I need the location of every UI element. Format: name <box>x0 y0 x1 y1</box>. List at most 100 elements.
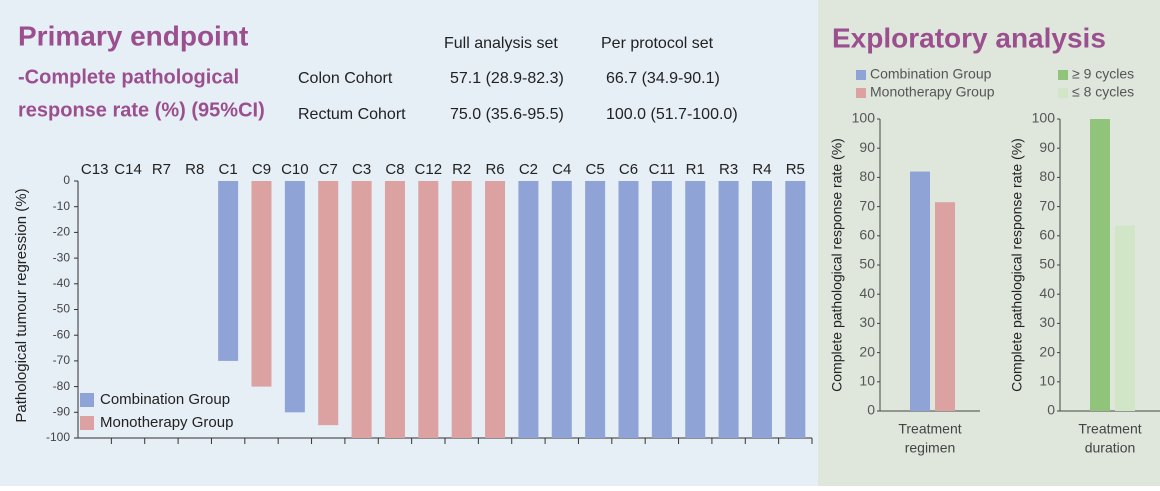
legend-label: Combination Group <box>100 391 230 408</box>
x-tick-label: R6 <box>485 161 504 178</box>
x-tick-label: R5 <box>786 161 805 178</box>
y-tick-label: -50 <box>53 302 71 316</box>
table-cell: 66.7 (34.9-90.1) <box>606 70 720 87</box>
bar <box>251 181 272 387</box>
x-tick-label: R2 <box>452 161 471 178</box>
y-tick-label: -20 <box>53 225 71 239</box>
y-axis-label: Complete pathological response rate (%) <box>829 138 845 392</box>
bar <box>551 181 572 438</box>
bar <box>1115 225 1135 411</box>
y-tick-label: -100 <box>46 430 70 444</box>
y-tick-label: 70 <box>1039 197 1055 213</box>
y-axis-label: Complete pathological response rate (%) <box>1009 138 1025 392</box>
bar <box>651 181 672 438</box>
y-tick-label: -70 <box>53 353 71 367</box>
bar <box>751 181 772 438</box>
bar <box>318 181 339 426</box>
y-tick-label: 80 <box>859 168 875 184</box>
y-axis-label: Pathological tumour regression (%) <box>13 188 30 422</box>
legend-label: Combination Group <box>870 66 992 82</box>
bar <box>451 181 472 438</box>
y-tick-label: 100 <box>1032 110 1056 126</box>
y-tick-label: 40 <box>1039 285 1055 301</box>
bar <box>418 181 439 438</box>
x-tick-label: C12 <box>415 161 443 178</box>
x-tick-label: C6 <box>619 161 638 178</box>
legend-label: Monotherapy Group <box>100 414 233 431</box>
y-tick-label: -80 <box>53 379 71 393</box>
y-tick-label: -60 <box>53 327 71 341</box>
table-cell: 100.0 (51.7-100.0) <box>606 106 738 123</box>
subtitle: response rate (%) (95%CI) <box>18 99 265 121</box>
x-tick-label: C13 <box>81 161 109 178</box>
y-tick-label: -10 <box>53 199 71 213</box>
bar <box>685 181 706 438</box>
y-tick-label: 100 <box>852 110 876 126</box>
y-tick-label: -30 <box>53 250 71 264</box>
x-tick-label: R7 <box>152 161 171 178</box>
left-panel <box>0 0 818 486</box>
bar <box>218 181 239 361</box>
bar <box>518 181 539 438</box>
y-tick-label: 0 <box>867 402 875 418</box>
x-tick-label: C5 <box>586 161 605 178</box>
legend-swatch <box>1058 70 1068 80</box>
y-tick-label: 10 <box>859 373 875 389</box>
bar <box>351 181 372 438</box>
y-tick-label: 40 <box>859 285 875 301</box>
x-tick-label: C11 <box>649 161 675 178</box>
legend-label: Monotherapy Group <box>870 84 995 100</box>
x-tick-label: C9 <box>252 161 271 178</box>
y-tick-label: -90 <box>53 404 71 418</box>
table-cell: Colon Cohort <box>298 70 393 87</box>
x-tick-label: C10 <box>281 161 309 178</box>
x-axis-label: regimen <box>905 440 956 456</box>
y-tick-label: 30 <box>859 314 875 330</box>
y-tick-label: 90 <box>1039 139 1055 155</box>
x-tick-label: R4 <box>752 161 771 178</box>
bar <box>785 181 806 438</box>
y-tick-label: 50 <box>859 256 875 272</box>
x-axis-label: duration <box>1085 440 1136 456</box>
legend-swatch <box>80 393 94 407</box>
legend-swatch <box>80 416 94 430</box>
table-cell: 75.0 (35.6-95.5) <box>450 106 564 123</box>
y-tick-label: 0 <box>63 173 70 187</box>
bar <box>384 181 405 438</box>
y-tick-label: 20 <box>859 343 875 359</box>
table-cell: Rectum Cohort <box>298 106 406 123</box>
x-axis-label: Treatment <box>898 421 961 437</box>
x-tick-label: C3 <box>352 161 371 178</box>
legend-label: ≤ 8 cycles <box>1072 84 1134 100</box>
y-tick-label: 60 <box>1039 227 1055 243</box>
right-title: Exploratory analysis <box>832 22 1106 53</box>
bar <box>585 181 606 438</box>
table-header: Full analysis set <box>444 35 558 52</box>
y-tick-label: -40 <box>53 276 71 290</box>
table-header: Per protocol set <box>601 35 714 52</box>
x-tick-label: R8 <box>185 161 204 178</box>
x-tick-label: C4 <box>552 161 571 178</box>
bar <box>935 202 955 411</box>
legend-label: ≥ 9 cycles <box>1072 66 1134 82</box>
y-tick-label: 70 <box>859 197 875 213</box>
x-tick-label: C1 <box>219 161 238 178</box>
x-tick-label: C7 <box>319 161 338 178</box>
bar <box>284 181 305 413</box>
x-tick-label: C8 <box>385 161 404 178</box>
legend-swatch <box>856 70 866 80</box>
bar <box>718 181 739 438</box>
x-tick-label: R3 <box>719 161 738 178</box>
y-tick-label: 50 <box>1039 256 1055 272</box>
y-tick-label: 60 <box>859 227 875 243</box>
x-tick-label: C2 <box>519 161 538 178</box>
y-tick-label: 30 <box>1039 314 1055 330</box>
y-tick-label: 20 <box>1039 343 1055 359</box>
y-tick-label: 0 <box>1047 402 1055 418</box>
title: Primary endpoint <box>18 20 248 51</box>
x-tick-label: C14 <box>114 161 142 178</box>
bar <box>910 171 930 411</box>
legend-swatch <box>1058 88 1068 98</box>
x-axis-label: Treatment <box>1078 421 1141 437</box>
